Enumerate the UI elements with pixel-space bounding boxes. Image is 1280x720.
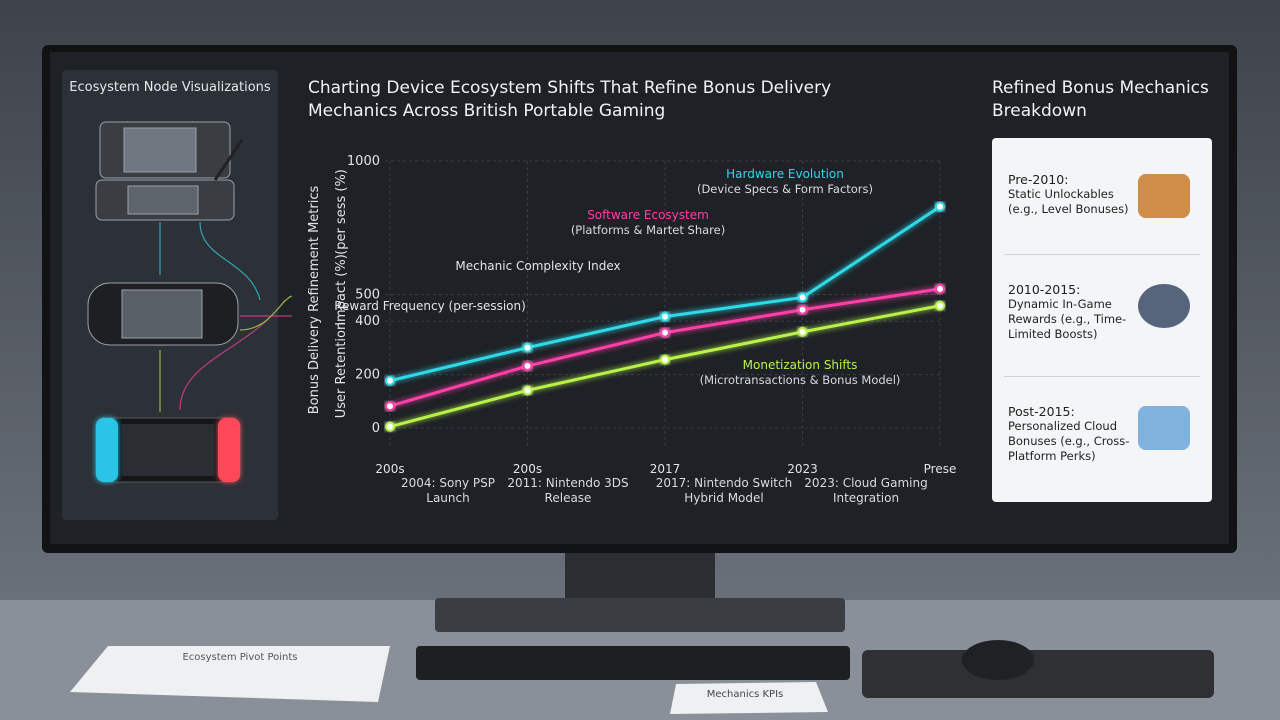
- item-heading: Pre-2010:: [1008, 172, 1069, 187]
- y-tick-label: 500: [355, 288, 380, 303]
- point: [660, 311, 670, 322]
- stand: [565, 548, 715, 604]
- paper-left-title: Ecosystem Pivot Points: [182, 652, 297, 663]
- point: [797, 292, 808, 303]
- event-label: 2011: Nintendo 3DS Release: [507, 476, 629, 505]
- y-tick-label: 400: [355, 314, 380, 329]
- point: [522, 361, 533, 372]
- point: [660, 354, 670, 365]
- paper-right: [670, 682, 828, 714]
- series-note: (Device Specs & Form Factors): [697, 182, 873, 196]
- item-text: Personalized Cloud Bonuses (e.g., Cross-…: [1008, 419, 1130, 463]
- breakdown-item: Post-2015: Personalized Cloud Bonuses (e.…: [1008, 404, 1138, 464]
- series-note: (Microtransactions & Bonus Model): [700, 373, 901, 387]
- event-label: 2017: Nintendo Switch Hybrid Model: [655, 476, 793, 505]
- separator: [1004, 376, 1200, 377]
- point: [385, 421, 395, 432]
- paper-right-title: Mechanics KPIs: [707, 689, 784, 700]
- connectors: [159, 221, 293, 412]
- series-label: Software Ecosystem: [587, 208, 709, 222]
- x-tick-label: 2017: [650, 462, 681, 476]
- series-label: Monetization Shifts: [743, 358, 858, 372]
- point: [935, 201, 945, 212]
- item-text: Dynamic In-Game Rewards (e.g., Time-Limi…: [1008, 297, 1127, 341]
- point: [935, 300, 945, 311]
- point: [935, 283, 945, 294]
- point: [660, 327, 670, 338]
- item-icon: [1138, 284, 1190, 328]
- x-tick-label: 200s: [375, 462, 404, 476]
- point: [797, 304, 808, 315]
- item-icon: [1138, 406, 1190, 450]
- y-axis-label: User Retention: [334, 322, 349, 418]
- point: [797, 326, 808, 337]
- separator: [1004, 254, 1200, 255]
- x-tick-label: 200s: [513, 462, 542, 476]
- event-label: 2004: Sony PSP Launch: [401, 476, 495, 505]
- x-tick-label: 2023: [787, 462, 818, 476]
- devices: [87, 121, 244, 483]
- item-heading: Post-2015:: [1008, 404, 1075, 419]
- annotation: Mechanic Complexity Index: [455, 259, 620, 273]
- item-icon: [1138, 174, 1190, 218]
- paper-left: [70, 646, 390, 702]
- point: [385, 375, 395, 386]
- keyboard: [416, 646, 850, 680]
- y-axis-label: (per sess (%): [334, 169, 349, 255]
- y-tick-label: 0: [372, 421, 380, 436]
- point: [522, 342, 533, 353]
- breakdown-item: Pre-2010: Static Unlockables (e.g., Level…: [1008, 172, 1138, 217]
- x-tick-label: Prese: [924, 462, 957, 476]
- stand-base: [435, 598, 845, 632]
- item-text: Static Unlockables (e.g., Level Bonuses): [1008, 187, 1129, 216]
- event-label: 2023: Cloud Gaming Integration: [804, 476, 928, 505]
- mouse-pad: [862, 650, 1214, 698]
- y-axis-label: Bonus Delivery Refinement Metrics: [307, 186, 322, 415]
- y-axis-label: Impact (%): [334, 254, 349, 326]
- item-heading: 2010-2015:: [1008, 282, 1081, 297]
- series-label: Hardware Evolution: [726, 167, 844, 181]
- left-panel-title: Ecosystem Node Visualizations: [69, 80, 271, 95]
- point: [385, 401, 395, 412]
- chart: 0 200 400 500 1000 200s 200s 2017 2023 Prese Bonus…: [307, 154, 956, 476]
- mouse: [962, 640, 1034, 680]
- point: [522, 385, 533, 396]
- breakdown-card: Pre-2010: Static Unlockables (e.g., Level…: [992, 138, 1212, 502]
- chart-title: Charting Device Ecosystem Shifts That Re…: [308, 78, 832, 121]
- y-tick-label: 1000: [347, 154, 380, 169]
- series-note: (Platforms & Martet Share): [571, 223, 725, 237]
- right-panel-title: Refined Bonus Mechanics Breakdown: [992, 78, 1209, 121]
- y-tick-label: 200: [355, 368, 380, 383]
- breakdown-item: 2010-2015: Dynamic In-Game Rewards (e.g.,…: [1008, 282, 1138, 342]
- annotation: Reward Frequency (per-session): [334, 299, 526, 313]
